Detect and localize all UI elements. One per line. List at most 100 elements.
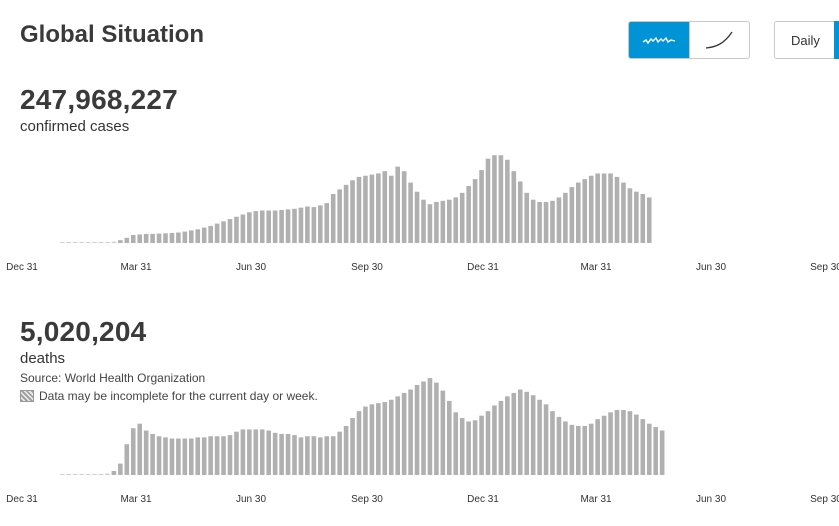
deaths-bar (292, 435, 297, 475)
deaths-bar (189, 438, 194, 475)
incomplete-note-text: Data may be incomplete for the current d… (39, 389, 318, 403)
deaths-total: 5,020,204 (20, 316, 147, 347)
deaths-bar (576, 425, 581, 475)
deaths-bar (330, 436, 336, 475)
cases-bar (60, 242, 65, 243)
cases-tick-label: Jun 30 (696, 262, 726, 273)
deaths-bar (240, 429, 246, 475)
cases-bar (208, 225, 213, 243)
deaths-bar (253, 429, 259, 475)
deaths-bar (350, 418, 355, 475)
cases-bar (408, 182, 413, 243)
cases-bar (453, 197, 459, 243)
page-title: Global Situation (20, 21, 204, 48)
cases-bar (266, 210, 271, 243)
cases-bar (517, 181, 523, 243)
cases-bar (98, 242, 104, 243)
cases-bar (285, 209, 291, 243)
cases-bar (524, 192, 529, 243)
cases-bar (292, 208, 297, 243)
cases-bar (608, 173, 613, 243)
cases-bar (105, 241, 110, 243)
cases-bar (350, 180, 355, 243)
deaths-bar (66, 474, 72, 475)
deaths-bar (646, 423, 652, 475)
cases-bar (176, 232, 181, 243)
cases-bar (376, 173, 381, 243)
cases-bar (640, 193, 646, 243)
deaths-bar (640, 419, 646, 475)
deaths-bar (511, 392, 517, 475)
cumulative-button[interactable] (688, 22, 749, 58)
deaths-bar (369, 404, 375, 475)
deaths-bar (530, 395, 536, 475)
deaths-bar (440, 390, 446, 475)
cases-bar (85, 242, 91, 243)
daily-trend-button[interactable] (629, 22, 689, 58)
deaths-bar (343, 425, 349, 475)
cases-bar (614, 176, 620, 243)
deaths-bar (227, 435, 233, 475)
cases-bar (550, 200, 555, 243)
cases-bar (356, 176, 362, 243)
period-select[interactable]: Daily (774, 21, 839, 59)
cases-bar (318, 205, 323, 243)
deaths-bar (582, 425, 588, 475)
cases-bar (272, 210, 278, 243)
period-accent (834, 21, 839, 59)
deaths-bar (156, 436, 162, 475)
deaths-bar (556, 416, 562, 475)
cases-bar (563, 192, 568, 243)
cases-bar (311, 207, 317, 243)
wave-line-icon (642, 36, 676, 45)
cases-bar (298, 207, 304, 243)
deaths-tick-label: Jun 30 (236, 494, 266, 505)
deaths-bar (537, 399, 542, 475)
deaths-bar (427, 378, 433, 475)
cases-bar (414, 191, 420, 243)
deaths-bar (376, 403, 381, 475)
cases-bar (169, 232, 175, 243)
deaths-bar (130, 428, 136, 475)
deaths-tick-label: Dec 31 (6, 494, 38, 505)
deaths-bar (311, 436, 317, 475)
cases-bar (576, 182, 581, 243)
cases-bar (466, 186, 471, 243)
deaths-bar (279, 433, 284, 475)
cases-tick-label: Sep 30 (810, 262, 839, 273)
deaths-bar (169, 438, 175, 475)
cases-bar (247, 212, 252, 243)
deaths-bar (588, 423, 594, 475)
cases-bar (330, 193, 336, 243)
deaths-bar (163, 437, 168, 475)
deaths-tick-label: Jun 30 (696, 494, 726, 505)
deaths-bar (595, 419, 600, 475)
deaths-bar (434, 382, 439, 475)
cases-bar (118, 240, 123, 243)
curve-line-icon (706, 31, 734, 49)
deaths-tick-label: Sep 30 (810, 494, 839, 505)
cases-bar (182, 231, 188, 243)
deaths-bar (259, 429, 265, 475)
cases-bar (279, 209, 284, 243)
deaths-bar (124, 444, 130, 475)
deaths-bar (150, 433, 155, 475)
deaths-bar (272, 432, 278, 475)
deaths-bar (453, 412, 459, 475)
deaths-bar (524, 391, 529, 475)
cases-bar (447, 199, 452, 243)
cases-bar (150, 233, 155, 243)
cases-bar (137, 234, 142, 243)
cases-tick-label: Sep 30 (351, 262, 383, 273)
cases-bar (569, 187, 575, 243)
cases-bar (163, 233, 168, 243)
cases-bar (582, 179, 588, 243)
deaths-bar (569, 424, 575, 475)
deaths-bar (247, 429, 252, 475)
cases-bar (92, 242, 97, 243)
deaths-bar (401, 392, 407, 475)
cases-bar (337, 189, 342, 243)
deaths-bar (498, 400, 504, 475)
deaths-chart: Dec 31 Mar 31 Jun 30 Sep 30 Dec 31 Mar 31 Jun … (6, 378, 839, 505)
cases-bar (382, 171, 388, 243)
